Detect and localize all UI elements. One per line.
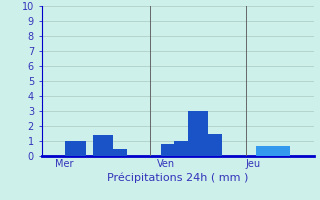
Bar: [201, 134, 222, 156]
X-axis label: Précipitations 24h ( mm ): Précipitations 24h ( mm ): [107, 173, 248, 183]
Bar: [188, 111, 208, 156]
Bar: [174, 141, 195, 156]
Bar: [65, 141, 86, 156]
Bar: [92, 135, 113, 156]
Bar: [106, 148, 127, 156]
Bar: [161, 144, 181, 156]
Bar: [269, 146, 290, 156]
Bar: [256, 146, 276, 156]
